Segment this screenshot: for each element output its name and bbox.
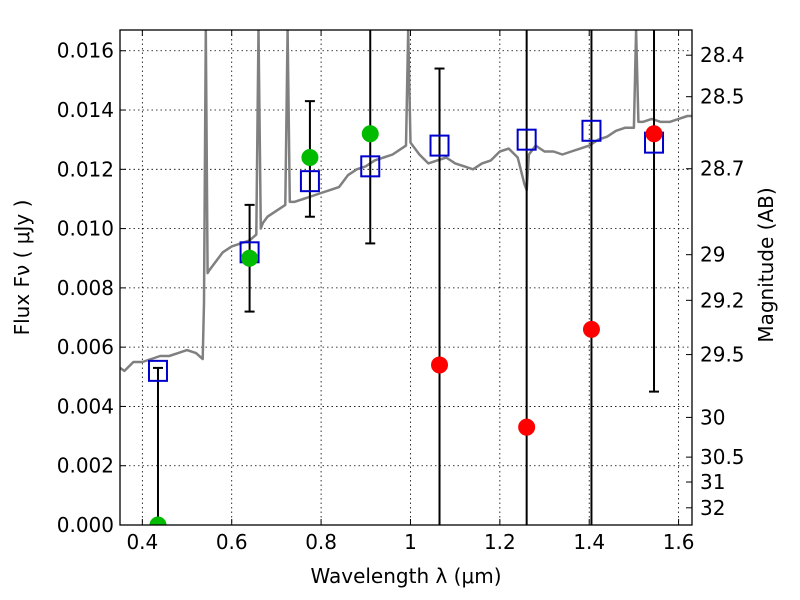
y-tick-label: 0.016 <box>57 39 114 63</box>
upper-limit-point <box>582 320 600 338</box>
y-tick-label: 0.012 <box>57 157 114 181</box>
model-flux-square <box>299 170 320 193</box>
detection-point <box>241 249 259 267</box>
model-flux-square <box>429 134 450 157</box>
right-tick-label: 30.5 <box>700 445 745 469</box>
y-axis-label: Flux Fν ( μJy ) <box>10 200 34 336</box>
right-tick-label: 28.5 <box>700 85 745 109</box>
right-tick-label: 31 <box>700 470 725 494</box>
y-tick-label: 0.002 <box>57 454 114 478</box>
x-tick-label: 1.6 <box>663 530 695 554</box>
model-flux-square <box>360 155 381 178</box>
detection-point <box>361 125 379 143</box>
model-flux-square <box>516 128 537 151</box>
model-flux-square <box>147 359 168 382</box>
right-axis-label: Magnitude (AB) <box>754 187 778 342</box>
x-tick-label: 1 <box>404 530 417 554</box>
y-tick-label: 0.014 <box>57 98 114 122</box>
y-tick-label: 0.000 <box>57 513 114 537</box>
tick-layer: 0.4 0.6 0.8 1 1.2 1.4 1.6 0.000 0.002 0.004 0.006 0… <box>57 30 745 554</box>
y-tick-label: 0.004 <box>57 394 114 418</box>
y-tick-label: 0.006 <box>57 335 114 359</box>
upper-limit-point <box>431 356 449 374</box>
data-layer <box>120 30 692 525</box>
right-tick-label: 29.2 <box>700 288 745 312</box>
right-tick-label: 29.5 <box>700 343 745 367</box>
upper-limit-point <box>645 125 663 143</box>
model-flux-square <box>581 119 602 142</box>
y-tick-label: 0.008 <box>57 276 114 300</box>
x-tick-label: 0.4 <box>126 530 158 554</box>
x-tick-label: 0.6 <box>216 530 248 554</box>
upper-limit-point <box>518 418 536 436</box>
detection-point <box>149 516 167 525</box>
right-tick-label: 32 <box>700 496 725 520</box>
right-tick-label: 29 <box>700 243 725 267</box>
y-tick-label: 0.010 <box>57 217 114 241</box>
x-axis-label: Wavelength λ (μm) <box>310 564 501 588</box>
x-tick-label: 1.2 <box>484 530 516 554</box>
plot-frame <box>119 29 693 526</box>
detection-point <box>301 148 319 166</box>
x-tick-label: 1.4 <box>573 530 605 554</box>
x-tick-label: 0.8 <box>305 530 337 554</box>
right-tick-label: 28.7 <box>700 157 745 181</box>
spectrum-line <box>120 30 692 373</box>
right-tick-label: 30 <box>700 405 725 429</box>
right-tick-label: 28.4 <box>700 43 745 67</box>
